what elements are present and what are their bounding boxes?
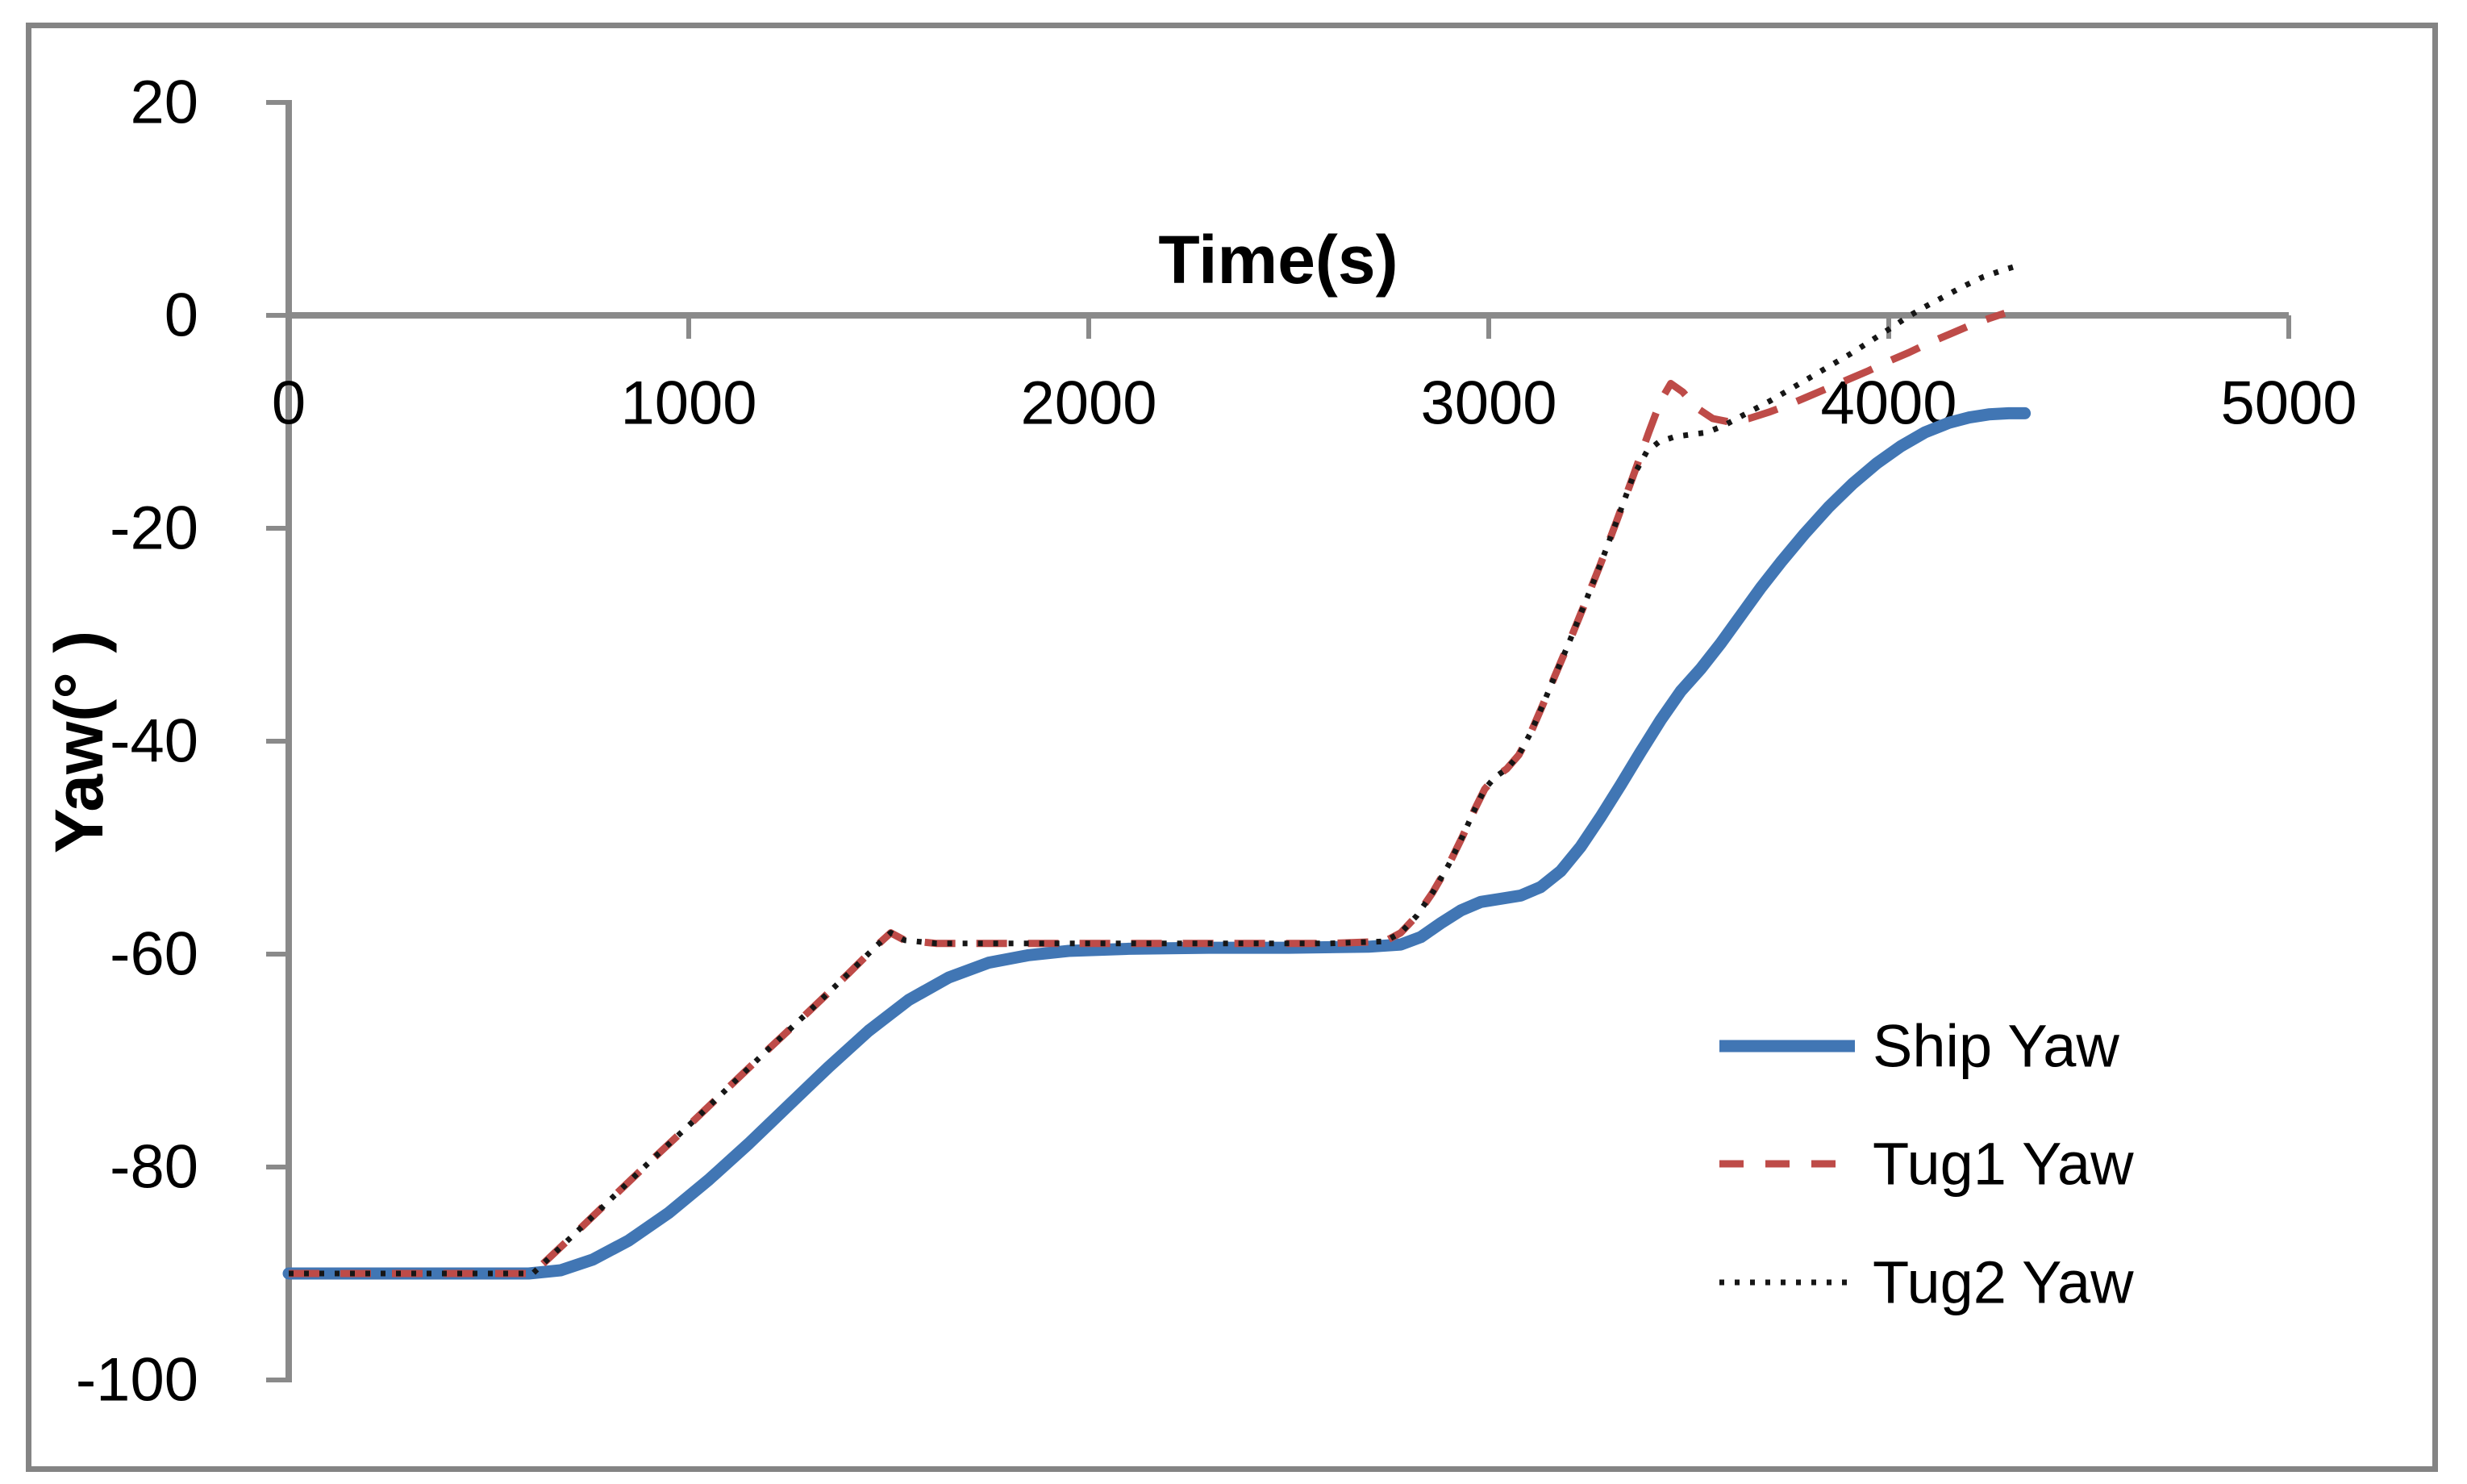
legend-item-ship: Ship Yaw xyxy=(1719,1013,2119,1080)
y-tick-label--40: -40 xyxy=(110,707,198,776)
x-tick-label-5000: 5000 xyxy=(2220,369,2357,438)
chart-border xyxy=(26,23,2438,1472)
y-axis-title: Yaw(° ) xyxy=(41,631,117,853)
x-axis-tick-labels: 0 1000 2000 3000 4000 5000 xyxy=(272,369,2357,438)
legend-label-tug2: Tug2 Yaw xyxy=(1873,1249,2134,1316)
x-tick-label-0: 0 xyxy=(272,369,306,438)
y-tick-label--60: -60 xyxy=(110,920,198,989)
ship-yaw-line xyxy=(282,406,2032,1280)
legend-item-tug1: Tug1 Yaw xyxy=(1719,1131,2134,1198)
x-axis-title: Time(s) xyxy=(1158,222,1398,298)
legend-label-ship: Ship Yaw xyxy=(1873,1013,2119,1080)
legend: Ship Yaw Tug1 Yaw Tug2 Yaw xyxy=(1719,1013,2134,1316)
y-axis-tick-labels: 20 0 -20 -40 -60 -80 -100 xyxy=(76,69,198,1415)
x-tick-label-2000: 2000 xyxy=(1020,369,1156,438)
x-tick-label-1000: 1000 xyxy=(620,369,756,438)
legend-item-tug2: Tug2 Yaw xyxy=(1719,1249,2134,1316)
y-tick-label--80: -80 xyxy=(110,1133,198,1202)
x-tick-label-3000: 3000 xyxy=(1420,369,1556,438)
series-lines xyxy=(282,261,2032,1280)
y-tick-label--100: -100 xyxy=(76,1346,198,1415)
legend-label-tug1: Tug1 Yaw xyxy=(1873,1131,2134,1198)
y-tick-label-0: 0 xyxy=(165,281,198,350)
y-tick-label--20: -20 xyxy=(110,494,198,563)
axes: 0 1000 2000 3000 4000 5000 200-20-40-60-80-10… xyxy=(76,69,2357,1415)
y-axis-ticks xyxy=(266,100,289,1382)
y-tick-label-20: 20 xyxy=(130,69,198,137)
